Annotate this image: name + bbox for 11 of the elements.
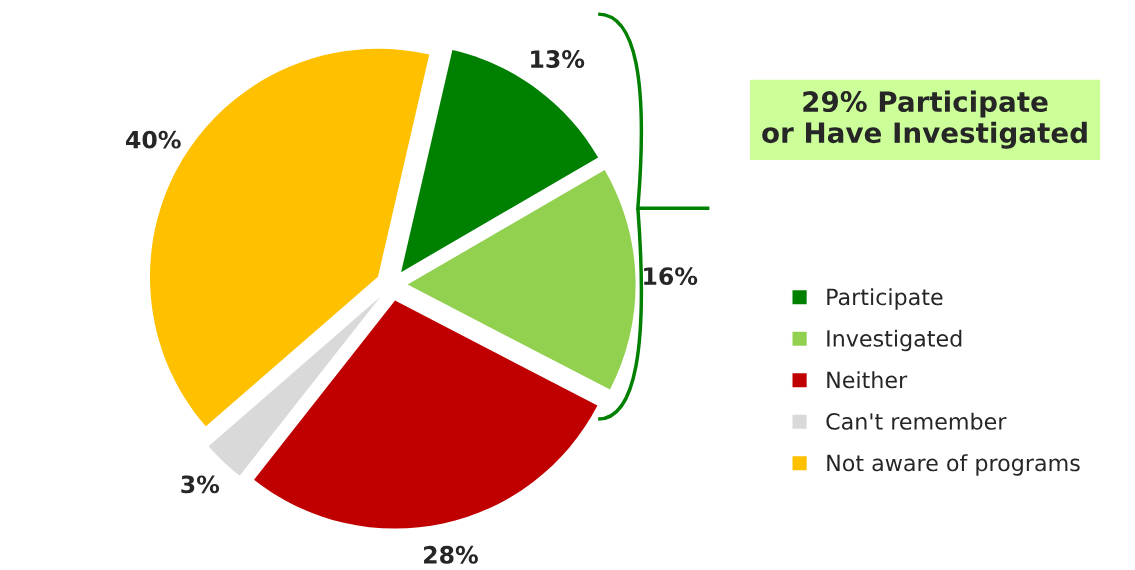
text: 29% Participate or Have Investigated [762,90,1087,149]
legend-label: Investigated [827,329,962,352]
data-label: 28% [424,545,478,564]
legend-label: Can't remember [826,412,1007,430]
data-label: 40% [126,130,181,149]
legend-label: Participate [827,288,943,310]
data-label: 16% [644,267,698,286]
data-label: 3% [181,475,220,494]
data-label: 13% [531,50,585,68]
legend-label: Neither [827,371,908,389]
legend-label: Not aware of programs [827,454,1080,476]
